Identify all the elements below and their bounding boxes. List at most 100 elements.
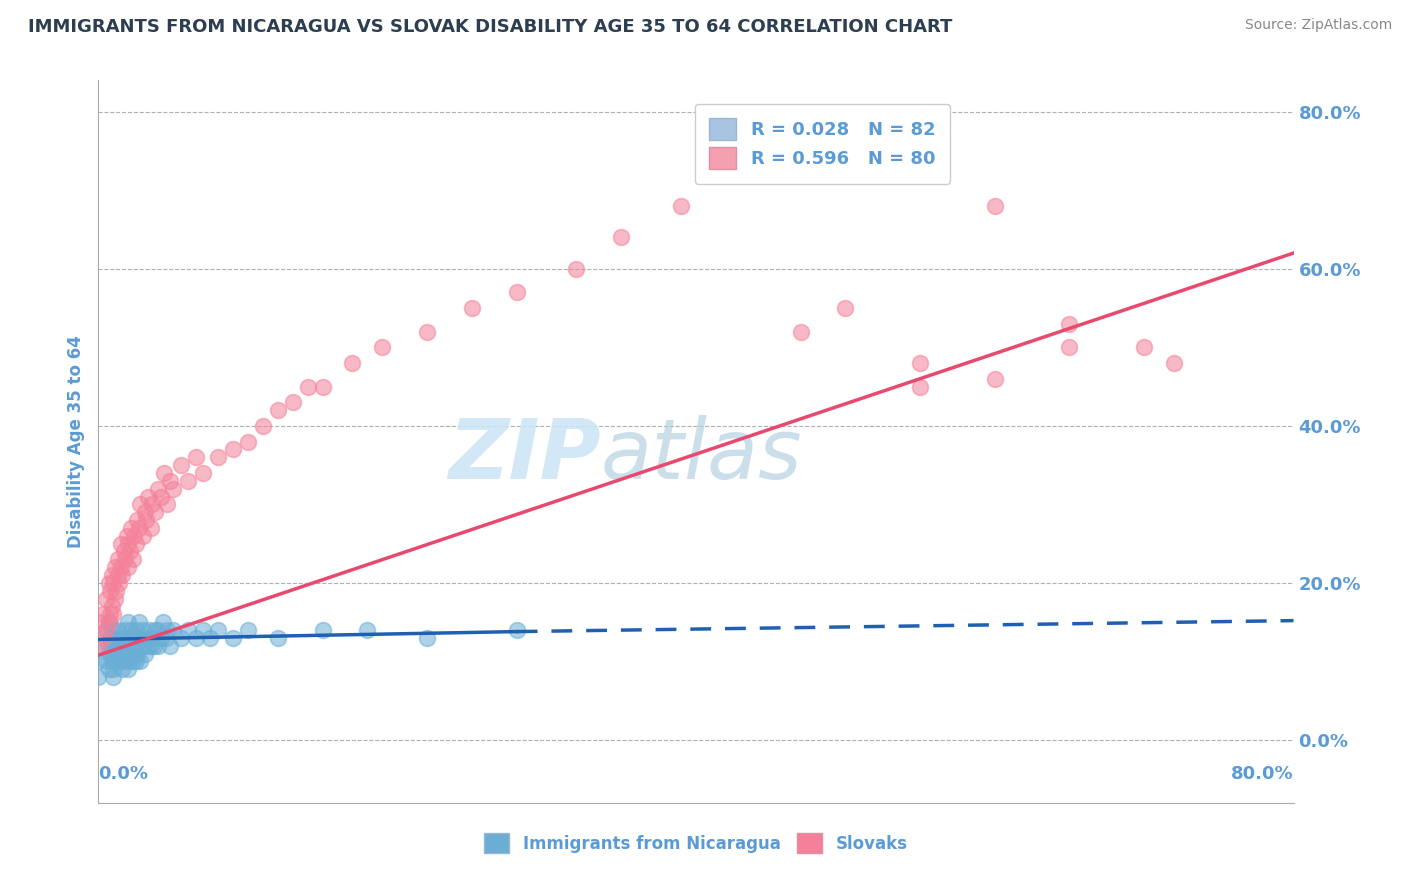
Point	[101, 568, 124, 582]
Point	[98, 583, 122, 598]
Point	[105, 639, 128, 653]
Point	[416, 631, 439, 645]
Point	[111, 662, 134, 676]
Point	[222, 631, 245, 645]
Point	[150, 631, 173, 645]
Point	[112, 631, 135, 645]
Point	[136, 639, 159, 653]
Point	[94, 655, 117, 669]
Point	[669, 199, 692, 213]
Point	[117, 615, 139, 630]
Point	[207, 623, 229, 637]
Point	[135, 513, 157, 527]
Point	[153, 466, 176, 480]
Point	[128, 615, 150, 630]
Point	[118, 639, 141, 653]
Point	[103, 607, 125, 622]
Point	[125, 639, 148, 653]
Point	[112, 655, 135, 669]
Text: ZIP: ZIP	[447, 416, 600, 497]
Point	[103, 639, 125, 653]
Point	[152, 615, 174, 630]
Point	[148, 482, 170, 496]
Point	[120, 521, 142, 535]
Point	[252, 418, 274, 433]
Point	[610, 230, 633, 244]
Point	[139, 639, 162, 653]
Point	[117, 662, 139, 676]
Point	[87, 615, 110, 630]
Point	[105, 631, 128, 645]
Point	[105, 655, 128, 669]
Point	[1059, 340, 1081, 354]
Point	[834, 301, 856, 315]
Point	[908, 379, 931, 393]
Text: IMMIGRANTS FROM NICARAGUA VS SLOVAK DISABILITY AGE 35 TO 64 CORRELATION CHART: IMMIGRANTS FROM NICARAGUA VS SLOVAK DISA…	[28, 18, 952, 36]
Point	[342, 356, 364, 370]
Point	[115, 631, 138, 645]
Point	[132, 623, 155, 637]
Point	[91, 631, 114, 645]
Point	[1133, 340, 1156, 354]
Point	[104, 591, 127, 606]
Text: 80.0%: 80.0%	[1230, 764, 1294, 783]
Point	[87, 655, 110, 669]
Point	[103, 655, 125, 669]
Point	[110, 639, 132, 653]
Point	[789, 325, 811, 339]
Point	[114, 552, 136, 566]
Point	[135, 631, 157, 645]
Point	[159, 639, 181, 653]
Point	[143, 623, 166, 637]
Point	[125, 623, 148, 637]
Point	[101, 599, 124, 614]
Point	[565, 261, 588, 276]
Point	[127, 631, 149, 645]
Point	[129, 497, 152, 511]
Point	[236, 434, 259, 449]
Point	[169, 458, 191, 472]
Point	[141, 631, 163, 645]
Point	[127, 647, 149, 661]
Point	[87, 639, 110, 653]
Point	[141, 497, 163, 511]
Point	[91, 607, 114, 622]
Point	[207, 450, 229, 465]
Point	[461, 301, 484, 315]
Point	[103, 662, 125, 676]
Point	[121, 631, 143, 645]
Point	[112, 544, 135, 558]
Point	[129, 631, 152, 645]
Point	[297, 379, 319, 393]
Point	[129, 655, 152, 669]
Point	[114, 639, 136, 653]
Point	[128, 639, 150, 653]
Point	[132, 529, 155, 543]
Point	[120, 647, 142, 661]
Point	[134, 505, 156, 519]
Point	[191, 466, 214, 480]
Point	[267, 403, 290, 417]
Point	[908, 356, 931, 370]
Point	[115, 647, 138, 661]
Point	[156, 497, 179, 511]
Point	[371, 340, 394, 354]
Point	[114, 623, 136, 637]
Point	[184, 631, 207, 645]
Point	[108, 575, 131, 590]
Point	[104, 560, 127, 574]
Point	[356, 623, 378, 637]
Point	[267, 631, 290, 645]
Point	[121, 655, 143, 669]
Point	[984, 199, 1007, 213]
Point	[107, 647, 129, 661]
Point	[136, 490, 159, 504]
Point	[506, 623, 529, 637]
Point	[281, 395, 304, 409]
Point	[98, 647, 122, 661]
Point	[184, 450, 207, 465]
Point	[125, 655, 148, 669]
Point	[103, 623, 125, 637]
Point	[110, 655, 132, 669]
Point	[148, 639, 170, 653]
